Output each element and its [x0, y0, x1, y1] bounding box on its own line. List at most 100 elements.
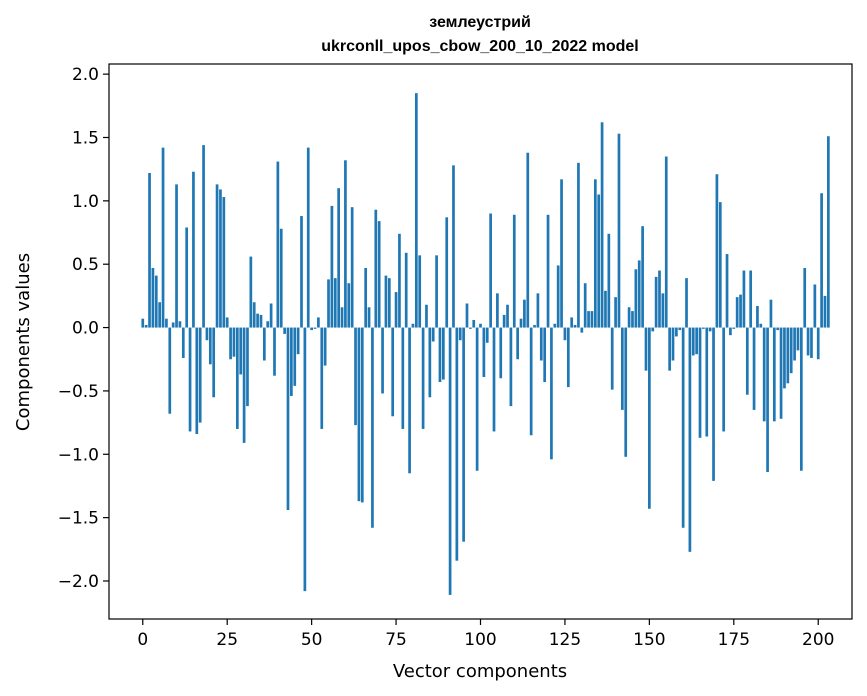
- bar-195: [799, 327, 803, 471]
- bar-118: [539, 327, 543, 361]
- bar-44: [290, 327, 293, 396]
- bar-147: [637, 260, 641, 328]
- bar-131: [583, 283, 587, 328]
- y-tick-label: −2.0: [58, 572, 99, 592]
- bar-46: [296, 327, 300, 355]
- bar-92: [452, 165, 455, 328]
- bar-186: [769, 299, 773, 328]
- bar-178: [742, 270, 746, 328]
- bar-4: [154, 275, 158, 328]
- bar-21: [212, 327, 216, 398]
- bar-140: [614, 297, 617, 328]
- bar-124: [560, 179, 563, 328]
- bar-128: [573, 325, 577, 328]
- bar-137: [604, 290, 607, 328]
- bar-162: [688, 327, 692, 552]
- bar-40: [276, 161, 280, 328]
- x-tick-label: 175: [718, 630, 750, 650]
- bar-49: [306, 147, 310, 328]
- y-tick-label: −1.0: [58, 445, 99, 465]
- bar-115: [529, 327, 533, 436]
- bar-71: [381, 327, 384, 394]
- bar-43: [286, 327, 290, 511]
- bar-39: [273, 327, 276, 376]
- bar-82: [418, 255, 422, 328]
- bar-174: [729, 327, 732, 336]
- bar-34: [256, 313, 259, 328]
- y-tick-label: 1.5: [72, 128, 99, 148]
- bar-14: [188, 327, 192, 432]
- bar-126: [566, 327, 570, 388]
- bar-89: [442, 327, 445, 380]
- bar-27: [232, 327, 236, 357]
- bar-45: [293, 327, 297, 386]
- bar-107: [502, 314, 506, 328]
- x-tick-label: 200: [802, 630, 834, 650]
- bar-144: [627, 307, 631, 328]
- bar-93: [455, 327, 459, 561]
- bar-127: [570, 317, 574, 328]
- bar-117: [536, 293, 540, 328]
- bar-86: [431, 327, 435, 342]
- bar-161: [685, 278, 688, 328]
- bar-167: [705, 327, 709, 437]
- bar-175: [732, 327, 736, 329]
- bar-183: [759, 323, 763, 328]
- bar-6: [161, 147, 165, 328]
- bar-9: [171, 322, 175, 328]
- bar-201: [820, 193, 823, 328]
- bar-70: [377, 221, 381, 328]
- bar-194: [796, 327, 800, 351]
- bar-83: [421, 327, 425, 429]
- bar-73: [387, 278, 391, 328]
- bar-181: [752, 327, 756, 410]
- bar-50: [310, 327, 313, 331]
- bar-32: [249, 256, 253, 328]
- bar-179: [745, 327, 749, 395]
- bar-165: [698, 327, 702, 438]
- bar-15: [192, 171, 195, 328]
- bar-75: [394, 292, 398, 328]
- bar-101: [482, 327, 486, 377]
- bar-180: [749, 270, 753, 328]
- y-tick-label: 2.0: [72, 65, 99, 85]
- bar-169: [712, 327, 715, 481]
- bar-25: [225, 317, 229, 328]
- bar-96: [465, 303, 469, 328]
- bar-91: [448, 327, 452, 595]
- bar-184: [762, 327, 766, 422]
- bar-136: [600, 122, 604, 328]
- bar-203: [827, 136, 830, 328]
- x-tick-label: 100: [464, 630, 496, 650]
- bar-62: [350, 207, 354, 328]
- bar-150: [648, 327, 651, 509]
- y-tick-label: 0.5: [72, 255, 99, 275]
- bar-51: [313, 327, 317, 329]
- x-axis-label: Vector components: [393, 661, 567, 682]
- bar-7: [165, 318, 168, 328]
- bar-88: [438, 327, 442, 383]
- bar-94: [458, 327, 462, 341]
- bar-36: [263, 327, 266, 361]
- bar-66: [364, 268, 368, 328]
- bar-198: [810, 327, 813, 358]
- bar-19: [205, 327, 209, 341]
- x-tick-label: 75: [385, 630, 407, 650]
- bar-98: [472, 319, 476, 328]
- bar-11: [178, 321, 182, 328]
- bar-0: [141, 318, 145, 328]
- bar-8: [168, 327, 172, 414]
- bar-97: [469, 327, 472, 329]
- bar-123: [556, 265, 560, 328]
- bar-37: [266, 321, 270, 328]
- bar-193: [793, 327, 796, 361]
- bar-145: [631, 311, 634, 328]
- bar-122: [553, 323, 557, 328]
- bar-78: [404, 252, 408, 328]
- y-tick-label: 0.0: [72, 319, 99, 339]
- bar-76: [398, 233, 401, 328]
- bar-41: [279, 228, 283, 328]
- bar-143: [624, 327, 628, 457]
- bar-121: [550, 327, 553, 460]
